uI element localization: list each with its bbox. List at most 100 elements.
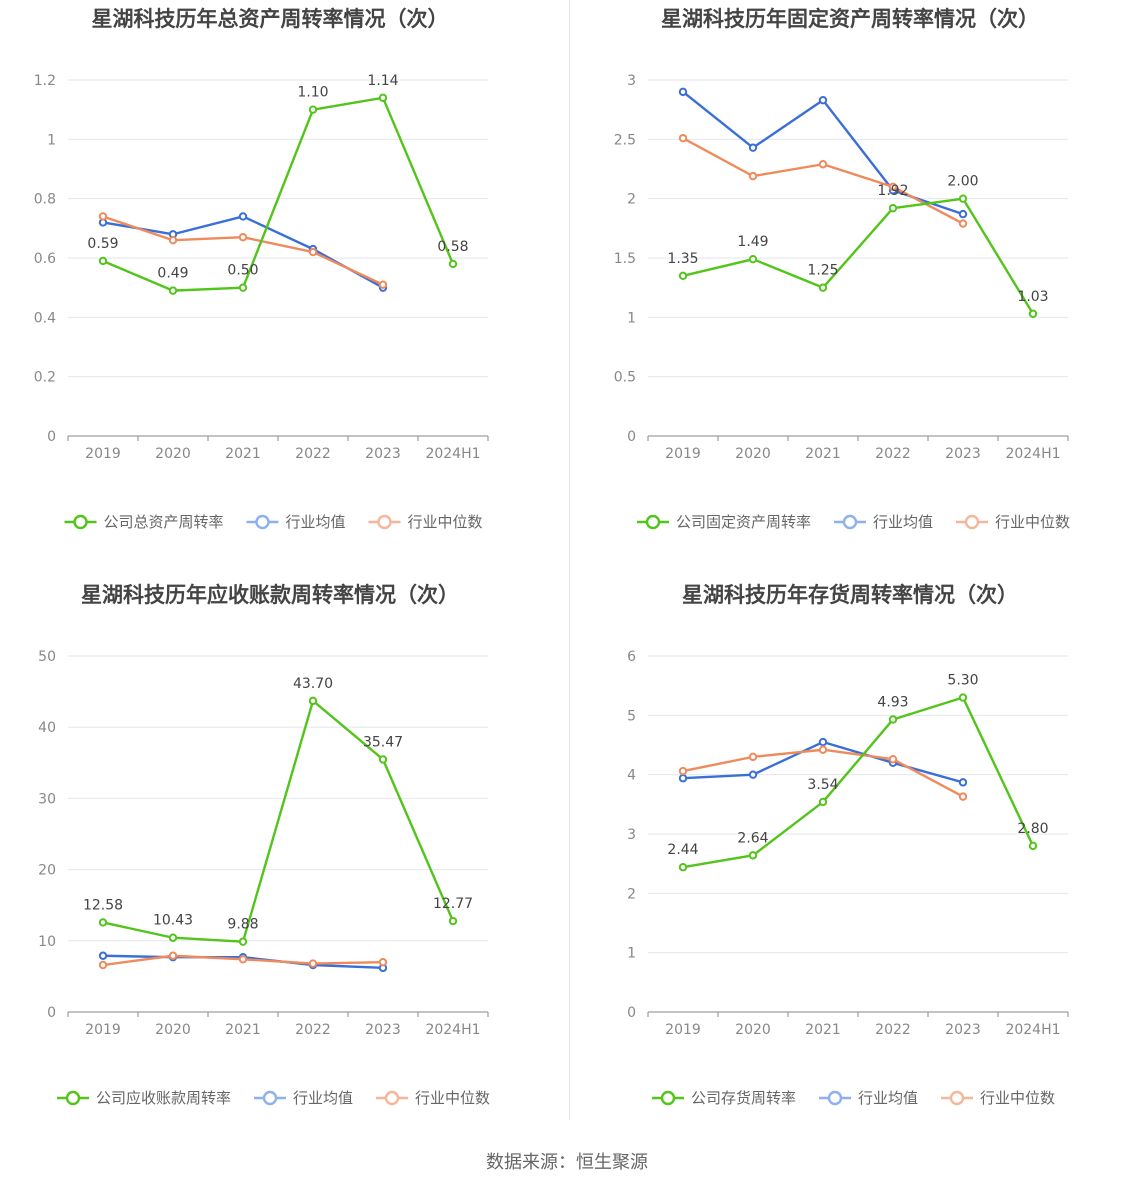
data-label: 0.59 <box>87 236 118 252</box>
data-point <box>748 254 758 264</box>
y-tick-label: 10 <box>38 934 56 950</box>
data-point <box>678 863 688 872</box>
data-label: 1.49 <box>737 234 768 250</box>
y-tick-label: 1.2 <box>34 73 56 89</box>
legend: 公司应收账款周转率 行业均值 行业中位数 <box>57 1089 490 1107</box>
data-point <box>678 87 688 97</box>
x-tick-label: 2024H1 <box>1005 1022 1060 1038</box>
data-label: 0.50 <box>227 263 258 279</box>
data-point <box>168 236 178 245</box>
x-tick-label: 2024H1 <box>1005 446 1060 462</box>
x-tick-label: 2024H1 <box>425 1022 480 1038</box>
legend-label: 行业中位数 <box>995 513 1070 531</box>
y-tick-label: 0 <box>627 1005 636 1021</box>
data-source-note: 数据来源：恒生聚源 <box>486 1152 648 1173</box>
panel-divider <box>569 0 570 1120</box>
y-tick-label: 1 <box>627 310 636 326</box>
data-point <box>818 745 828 754</box>
legend-marker <box>949 1090 965 1106</box>
y-tick-label: 2 <box>627 886 636 902</box>
data-point <box>238 955 248 964</box>
data-point <box>98 951 108 960</box>
data-point <box>238 233 248 242</box>
x-tick-label: 2022 <box>295 1022 331 1038</box>
legend-label: 公司存货周转率 <box>691 1089 796 1107</box>
data-label: 35.47 <box>363 734 403 750</box>
data-point <box>748 770 758 779</box>
data-label: 2.80 <box>1017 821 1048 837</box>
chart-panel-receivables: 星湖科技历年应收账款周转率情况（次） 0 10 20 30 40 50 2019 2020 202… <box>0 576 560 1136</box>
legend-label: 公司总资产周转率 <box>104 513 224 531</box>
y-tick-label: 3 <box>627 827 636 843</box>
data-label: 4.93 <box>877 694 908 710</box>
y-tick-label: 0.6 <box>34 251 56 267</box>
series-line <box>682 197 1035 315</box>
data-point <box>818 737 828 747</box>
y-tick-label: 0.5 <box>614 370 636 386</box>
data-label: 1.25 <box>807 263 838 279</box>
data-point <box>678 133 688 143</box>
chart-panel-fixed-asset: 星湖科技历年固定资产周转率情况（次） 0 0.5 1 1.5 2 2.5 3 2019 2020 2… <box>580 0 1134 560</box>
y-tick-label: 1 <box>627 946 636 962</box>
x-tick-label: 2023 <box>945 446 981 462</box>
data-point <box>958 219 968 228</box>
data-point <box>378 957 388 967</box>
data-label: 0.58 <box>437 239 468 255</box>
legend-label: 行业均值 <box>286 513 346 531</box>
legend-marker <box>660 1090 676 1106</box>
data-point <box>168 286 178 295</box>
data-point <box>448 916 458 926</box>
data-point <box>378 93 388 103</box>
data-point <box>818 95 828 105</box>
data-point <box>98 256 108 266</box>
data-label: 2.44 <box>667 842 698 858</box>
series-line <box>682 137 964 225</box>
chart-title: 星湖科技历年存货周转率情况（次） <box>682 583 1018 607</box>
data-point <box>748 143 758 152</box>
data-label: 3.54 <box>807 777 838 793</box>
data-label: 1.10 <box>297 85 328 101</box>
y-tick-label: 5 <box>627 708 636 724</box>
x-tick-label: 2023 <box>945 1022 981 1038</box>
x-tick-label: 2020 <box>735 1022 771 1038</box>
legend-marker <box>377 514 392 530</box>
y-tick-label: 0.8 <box>34 192 56 208</box>
y-tick-label: 0 <box>627 429 636 445</box>
legend-label: 行业均值 <box>873 513 933 531</box>
data-label: 1.14 <box>367 73 398 89</box>
legend-marker <box>827 1090 843 1106</box>
data-label: 1.92 <box>877 183 908 199</box>
x-tick-label: 2021 <box>225 446 261 462</box>
data-point <box>378 280 388 289</box>
series-line <box>682 90 964 216</box>
data-point <box>448 259 458 269</box>
data-point <box>168 951 178 960</box>
data-label: 43.70 <box>293 676 333 692</box>
y-tick-label: 1 <box>47 132 56 148</box>
y-tick-label: 2 <box>627 192 636 208</box>
legend: 公司存货周转率 行业均值 行业中位数 <box>652 1089 1055 1107</box>
y-tick-label: 50 <box>38 649 56 665</box>
x-tick-label: 2024H1 <box>425 446 480 462</box>
data-label: 12.77 <box>433 896 473 912</box>
data-point <box>168 933 178 942</box>
x-tick-label: 2021 <box>225 1022 261 1038</box>
data-point <box>748 752 758 762</box>
data-point <box>958 792 968 801</box>
legend-marker <box>384 1090 400 1106</box>
legend-label: 行业中位数 <box>415 1089 490 1107</box>
data-point <box>818 160 828 169</box>
data-point <box>958 778 968 787</box>
data-point <box>378 755 388 764</box>
data-label: 9.88 <box>227 917 258 933</box>
chart-title: 星湖科技历年总资产周转率情况（次） <box>92 7 449 31</box>
legend-marker <box>65 1090 81 1106</box>
chart-svg: 星湖科技历年应收账款周转率情况（次） 0 10 20 30 40 50 2019 2020 202… <box>38 583 490 1107</box>
data-point <box>888 182 898 192</box>
legend-marker <box>262 1090 278 1106</box>
data-label: 1.03 <box>1017 289 1048 305</box>
y-tick-label: 6 <box>627 649 636 665</box>
y-tick-label: 40 <box>38 720 56 736</box>
data-point <box>678 766 688 776</box>
legend-label: 公司应收账款周转率 <box>96 1089 231 1107</box>
